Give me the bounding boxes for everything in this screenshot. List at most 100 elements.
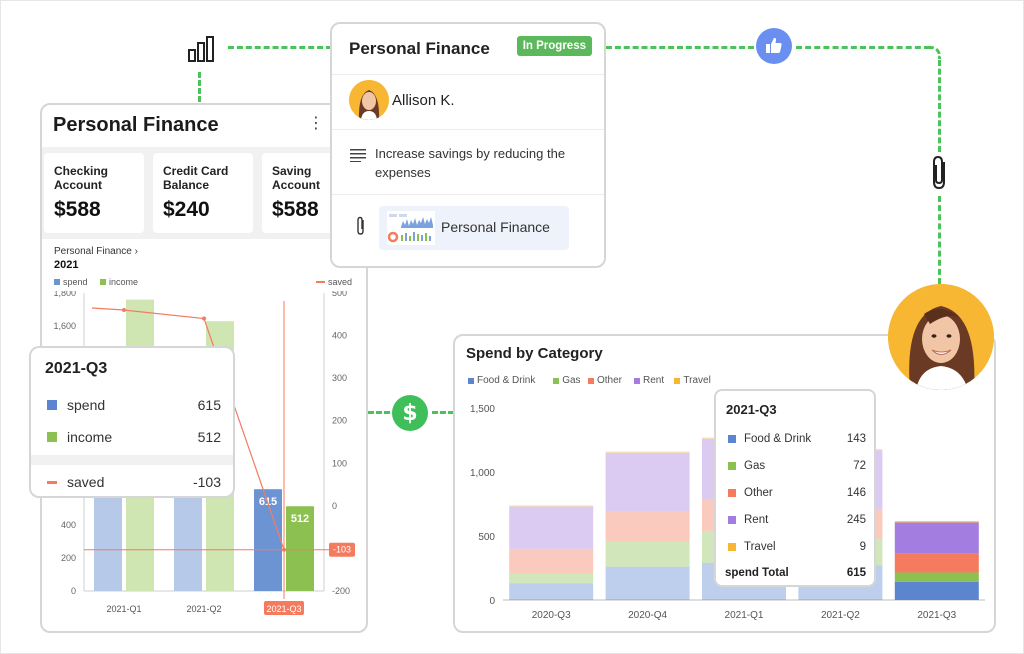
legend-swatch <box>553 377 560 384</box>
kpi-label: Saving Account <box>272 164 320 192</box>
tooltip-row-value: 72 <box>853 460 866 472</box>
stack-segment-rent <box>605 452 690 512</box>
kpi-credit[interactable]: Credit Card Balance $240 <box>153 153 253 233</box>
tooltip-row-name: Travel <box>744 541 776 553</box>
legend-item[interactable]: Other <box>588 375 622 386</box>
breadcrumb[interactable]: Personal Finance › <box>54 246 138 257</box>
legend-label: Food & Drink <box>477 375 536 386</box>
tooltip-row: Rent 245 <box>728 514 866 526</box>
y-tick-label: 200 <box>61 553 76 563</box>
legend-label: Other <box>597 375 623 386</box>
tooltip-row-value: 512 <box>197 429 221 445</box>
task-title: Personal Finance <box>349 39 490 58</box>
legend-swatch <box>588 377 594 384</box>
y2-tick-label: 300 <box>332 373 347 383</box>
stack-segment-rent <box>894 522 979 554</box>
y-tick-label: 1,000 <box>470 468 495 479</box>
task-description: Increase savings by reducing the expense… <box>375 146 566 180</box>
kpi-strip: Checking Account $588 Credit Card Balanc… <box>42 147 366 239</box>
chevron-right-icon: › <box>134 246 138 257</box>
kpi-value: $240 <box>163 198 210 221</box>
tooltip-row-name: spend <box>67 397 106 413</box>
tooltip-row-name: Other <box>744 487 773 499</box>
tooltip-row-name: Food & Drink <box>744 433 812 445</box>
tooltip-total-label: spend Total <box>725 567 789 579</box>
x-tick-label: 2021-Q3 <box>917 610 956 621</box>
attachment-name: Personal Finance <box>441 219 550 235</box>
legend-item[interactable]: Gas <box>553 375 581 386</box>
stack-segment-travel <box>509 505 594 507</box>
kpi-checking[interactable]: Checking Account $588 <box>44 153 144 233</box>
avatar[interactable] <box>888 284 994 390</box>
stack-segment-food-drink <box>605 566 690 600</box>
kpi-label: Credit Card Balance <box>163 164 229 192</box>
kebab-menu-icon[interactable]: ⋮ <box>308 115 324 132</box>
tooltip-row: Gas 72 <box>728 460 866 472</box>
x-tick-label: 2020-Q3 <box>532 610 571 621</box>
legend-spend[interactable]: spend <box>54 277 88 287</box>
y-tick-label: 400 <box>61 520 76 530</box>
data-label: 512 <box>291 513 309 525</box>
legend-income[interactable]: income <box>100 277 138 287</box>
task-card[interactable]: Personal Finance In Progress Allison K. … <box>330 22 606 268</box>
legend-item[interactable]: Food & Drink <box>468 375 535 386</box>
x-tick-label: 2021-Q2 <box>186 604 221 614</box>
saved-point <box>202 316 206 321</box>
status-badge[interactable]: In Progress <box>516 36 592 56</box>
connector-corner <box>928 46 941 59</box>
bar-chart-icon <box>186 34 216 64</box>
x-tick-label: 2021-Q1 <box>106 604 141 614</box>
stack-segment-food-drink <box>894 581 979 600</box>
y2-crosshair-badge <box>329 542 355 557</box>
connector-middle-b <box>432 411 454 414</box>
legend-item[interactable]: Rent <box>634 375 664 386</box>
tooltip-row-value: -103 <box>192 474 221 490</box>
paperclip-icon <box>929 154 951 192</box>
connector-top-right-b <box>796 46 930 49</box>
divider <box>332 194 604 195</box>
breadcrumb-label: Personal Finance <box>54 246 132 257</box>
bar-spend <box>254 489 282 591</box>
connector-right-down-a <box>938 60 941 152</box>
legend-swatch <box>674 377 681 384</box>
y2-tick-label: 0 <box>332 501 337 511</box>
legend-label: spend <box>63 277 88 287</box>
bar-income <box>286 506 314 591</box>
divider <box>332 74 604 75</box>
connector-left-down <box>198 72 201 102</box>
tooltip-row: Other 146 <box>728 487 866 499</box>
legend-label: Travel <box>683 375 711 386</box>
assignee-name[interactable]: Allison K. <box>392 92 455 109</box>
attachment-chip[interactable]: Personal Finance <box>379 206 569 250</box>
y-tick-label: 1,800 <box>53 291 76 298</box>
stack-segment-other <box>605 511 690 542</box>
bar-spend <box>174 488 202 591</box>
tooltip-row-value: 615 <box>197 397 221 413</box>
tooltip-row-value: 9 <box>859 541 866 553</box>
tooltip-row: Travel 9 <box>728 541 866 553</box>
tooltip-row: spend 615 <box>47 397 221 413</box>
divider <box>332 129 604 130</box>
stack-segment-food-drink <box>509 583 594 600</box>
tooltip-row-name: Rent <box>744 514 769 526</box>
spend-title: Spend by Category <box>466 345 603 362</box>
avatar[interactable] <box>349 80 389 120</box>
connector-top-right-a <box>606 46 754 49</box>
x-tick-label: 2020-Q4 <box>628 610 667 621</box>
finance-tooltip: 2021-Q3 spend 615 income 512 saved -103 <box>29 346 235 498</box>
legend-label: Rent <box>643 375 665 386</box>
legend-item[interactable]: Travel <box>674 375 711 386</box>
legend-label: Gas <box>562 375 581 386</box>
kpi-value: $588 <box>54 198 101 221</box>
x-tick-label: 2021-Q2 <box>821 610 860 621</box>
dashboard-thumbnail-icon <box>387 211 435 245</box>
tooltip-total-value: 615 <box>846 567 866 579</box>
legend-saved[interactable]: saved <box>316 277 352 287</box>
spend-tooltip: 2021-Q3 Food & Drink 143 Gas 72 Other 146 R… <box>714 389 876 587</box>
connector-right-down-b <box>938 196 941 284</box>
y2-tick-label: 200 <box>332 416 347 426</box>
dashboard-card[interactable]: Personal Finance ⋮ Checking Account $588… <box>40 103 368 633</box>
x-tick-label: 2021-Q3 <box>266 604 301 614</box>
bar-spend <box>94 488 122 591</box>
tooltip-row-name: Gas <box>744 460 766 472</box>
